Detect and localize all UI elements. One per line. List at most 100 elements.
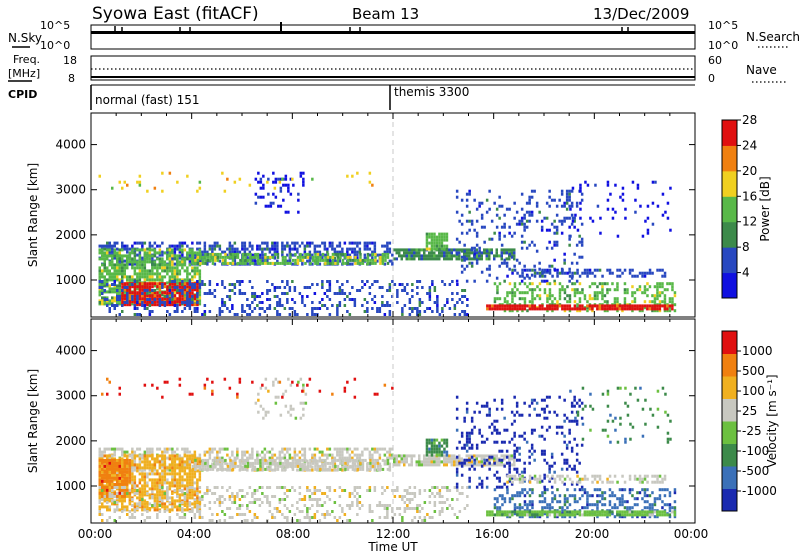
heatmap-cell xyxy=(458,251,461,255)
heatmap-cell xyxy=(218,501,222,504)
heatmap-cell xyxy=(550,222,554,226)
heatmap-cell xyxy=(393,283,397,286)
heatmap-cell xyxy=(556,271,559,275)
heatmap-cell xyxy=(351,247,354,251)
heatmap-cell xyxy=(156,505,159,509)
heatmap-cell xyxy=(623,307,627,311)
heatmap-cell xyxy=(661,192,665,196)
heatmap-cell xyxy=(571,288,574,292)
heatmap-cell xyxy=(331,258,335,262)
heatmap-cell xyxy=(196,484,199,488)
heatmap-cell xyxy=(148,254,152,258)
heatmap-cell xyxy=(376,280,379,283)
heatmap-cell xyxy=(568,192,571,196)
heatmap-cell xyxy=(543,307,547,311)
heatmap-cell xyxy=(208,447,212,451)
heatmap-cell xyxy=(371,510,374,513)
heatmap-cell xyxy=(575,279,579,283)
heatmap-cell xyxy=(391,262,394,266)
heatmap-cell xyxy=(628,304,632,308)
heatmap-cell xyxy=(193,481,197,485)
heatmap-cell xyxy=(121,492,124,495)
heatmap-cell xyxy=(278,180,282,184)
heatmap-cell xyxy=(246,256,249,260)
heatmap-cell xyxy=(321,492,324,495)
heatmap-cell xyxy=(405,251,408,255)
heatmap-cell xyxy=(438,492,442,495)
heatmap-cell xyxy=(133,516,137,519)
heatmap-cell xyxy=(151,454,154,458)
heatmap-cell xyxy=(269,261,272,265)
heatmap-cell xyxy=(336,252,340,256)
heatmap-cell xyxy=(336,304,339,307)
heatmap-cell xyxy=(123,499,126,503)
heatmap-cell xyxy=(146,282,149,286)
heatmap-cell xyxy=(101,296,104,300)
heatmap-cell xyxy=(176,447,179,451)
heatmap-cell xyxy=(103,254,106,258)
heatmap-cell xyxy=(658,282,662,286)
heatmap-cell xyxy=(473,198,476,202)
heatmap-cell xyxy=(116,482,119,486)
heatmap-cell xyxy=(264,204,268,208)
heatmap-cell xyxy=(286,283,289,286)
heatmap-cell xyxy=(279,189,283,193)
heatmap-cell xyxy=(523,264,526,268)
heatmap-cell xyxy=(411,295,414,298)
heatmap-cell xyxy=(171,269,174,273)
heatmap-cell xyxy=(521,271,524,275)
heatmap-cell xyxy=(438,238,441,242)
heatmap-cell xyxy=(593,274,597,278)
heatmap-cell xyxy=(113,519,116,522)
heatmap-cell xyxy=(156,272,159,276)
heatmap-cell xyxy=(126,303,129,307)
heatmap-cell xyxy=(221,456,224,460)
heatmap-cell xyxy=(126,260,129,264)
heatmap-cell xyxy=(400,254,403,258)
heatmap-cell xyxy=(446,507,449,510)
heatmap-cell xyxy=(153,289,157,292)
heatmap-cell xyxy=(181,463,184,467)
heatmap-cell xyxy=(333,447,337,451)
heatmap-cell xyxy=(136,278,139,282)
heatmap-cell xyxy=(321,280,324,283)
heatmap-cell xyxy=(403,489,407,492)
heatmap-cell xyxy=(288,489,292,492)
heatmap-cell xyxy=(123,244,126,248)
heatmap-cell xyxy=(151,272,154,276)
heatmap-cell xyxy=(206,492,209,495)
heatmap-cell xyxy=(198,186,202,190)
heatmap-cell xyxy=(118,479,121,483)
heatmap-cell xyxy=(171,256,174,260)
heatmap-cell xyxy=(146,492,149,495)
heatmap-cell xyxy=(121,289,124,292)
heatmap-cell xyxy=(166,508,169,512)
heatmap-cell xyxy=(161,454,164,458)
heatmap-cell xyxy=(176,513,179,516)
heatmap-cell xyxy=(173,247,177,251)
heatmap-cell xyxy=(261,256,264,260)
heatmap-cell xyxy=(373,241,377,245)
heatmap-cell xyxy=(498,264,501,268)
heatmap-cell xyxy=(316,504,319,507)
heatmap-cell xyxy=(228,495,232,498)
heatmap-cell xyxy=(136,489,139,492)
heatmap-cell xyxy=(646,271,649,275)
heatmap-cell xyxy=(186,487,189,491)
heatmap-cell xyxy=(513,294,517,298)
heatmap-cell xyxy=(368,453,372,457)
heatmap-cell xyxy=(266,241,269,245)
heatmap-cell xyxy=(181,278,184,282)
heatmap-cell xyxy=(440,244,444,248)
heatmap-cell xyxy=(148,285,152,289)
heatmap-cell xyxy=(136,507,139,510)
heatmap-cell xyxy=(143,257,147,261)
heatmap-cell xyxy=(191,283,194,286)
heatmap-cell xyxy=(131,516,134,519)
heatmap-cell xyxy=(468,251,471,255)
heatmap-cell xyxy=(193,487,197,491)
heatmap-cell xyxy=(623,304,627,308)
heatmap-cell xyxy=(193,454,197,458)
heatmap-cell xyxy=(621,304,624,308)
heatmap-cell xyxy=(358,456,362,460)
